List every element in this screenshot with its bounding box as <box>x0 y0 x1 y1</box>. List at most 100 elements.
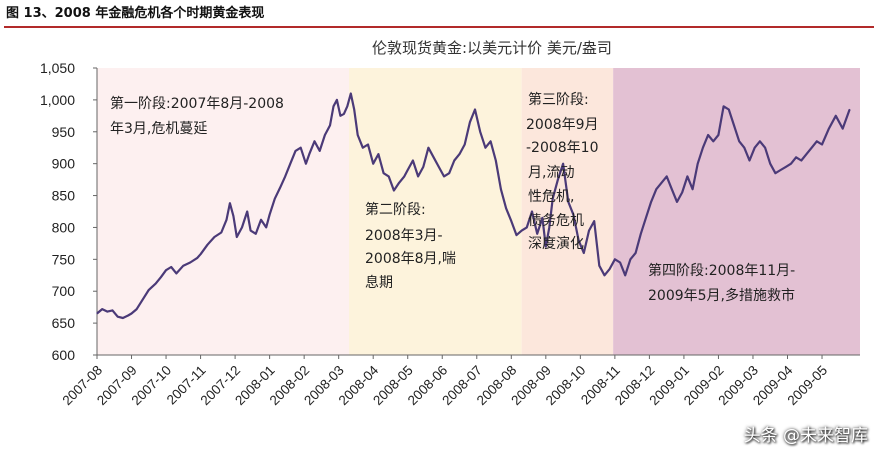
data-point <box>598 265 600 267</box>
phase-4-label: 第四阶段:2008年11月- 2009年5月,多措施救市 <box>648 262 800 304</box>
data-point <box>835 115 837 117</box>
data-point <box>453 159 455 162</box>
data-point <box>645 217 647 219</box>
watermark: 头条 @未来智库 <box>743 426 868 446</box>
data-point <box>122 317 124 319</box>
data-point <box>572 214 575 216</box>
data-point <box>170 266 172 268</box>
data-point <box>313 140 316 142</box>
data-point <box>790 163 792 165</box>
data-point <box>388 175 390 178</box>
data-point <box>265 226 267 229</box>
data-point <box>433 156 435 158</box>
y-tick-label: 900 <box>52 156 76 172</box>
data-point <box>769 163 771 165</box>
data-point <box>676 201 678 203</box>
data-point <box>336 99 338 101</box>
data-point <box>650 201 652 203</box>
data-point <box>588 230 590 232</box>
data-point <box>505 207 507 209</box>
data-point <box>246 210 248 213</box>
data-point <box>448 172 450 174</box>
data-point <box>427 147 430 149</box>
data-point <box>329 124 331 126</box>
data-point <box>350 92 352 95</box>
data-point <box>403 175 405 178</box>
data-point <box>821 143 823 146</box>
data-point <box>531 210 533 213</box>
data-point <box>269 214 271 216</box>
data-point <box>712 140 714 142</box>
data-point <box>681 191 683 193</box>
data-point <box>367 143 369 146</box>
data-point <box>805 153 808 155</box>
phase-1-annotation: 第一阶段:2007年8月-2008 年3月,危机蔓延 <box>110 95 284 137</box>
data-point <box>655 188 657 190</box>
data-point <box>474 108 476 111</box>
data-point <box>800 159 802 162</box>
data-point <box>666 175 668 178</box>
data-point <box>557 179 559 181</box>
data-point <box>702 147 704 149</box>
data-point <box>141 300 143 302</box>
y-tick-label: 800 <box>52 219 76 235</box>
data-point <box>545 245 547 248</box>
data-point <box>343 113 345 115</box>
data-point <box>738 140 740 142</box>
data-point <box>199 253 202 255</box>
data-point <box>634 252 637 254</box>
data-point <box>609 268 611 270</box>
data-point <box>526 226 528 229</box>
y-axis: 600 650 700 750 800 850 900 950 1,000 1,050 <box>40 60 98 363</box>
chart-title: 伦敦现货黄金:以美元计价 美元/盎司 <box>372 39 612 57</box>
phase-2-label: 第二阶段: 2008年3月- 2008年8月,喘 息期 <box>365 201 460 291</box>
data-point <box>332 105 335 107</box>
data-point <box>220 231 222 234</box>
data-point <box>357 134 359 136</box>
data-point <box>717 134 720 136</box>
data-point <box>372 163 374 165</box>
data-point <box>255 233 257 235</box>
data-point <box>828 127 830 130</box>
data-point <box>346 105 348 107</box>
data-point <box>393 189 395 192</box>
phase-2-annotation: 第二阶段: 2008年3月- 2008年8月,喘 息期 <box>365 201 460 291</box>
data-point <box>339 115 342 117</box>
data-point <box>464 143 466 146</box>
data-point <box>422 166 424 168</box>
data-point <box>117 316 119 318</box>
data-point <box>398 182 400 184</box>
data-point <box>458 153 461 155</box>
data-point <box>241 226 243 229</box>
data-point <box>196 257 198 259</box>
phase-band-2 <box>349 68 522 355</box>
data-point <box>728 108 730 111</box>
data-point <box>614 258 616 260</box>
y-tick-label: 700 <box>52 283 76 299</box>
data-point <box>774 172 777 174</box>
data-point <box>484 147 487 149</box>
data-point <box>578 239 580 241</box>
data-point <box>353 108 355 111</box>
data-point <box>849 108 851 111</box>
data-point <box>640 233 642 235</box>
data-point <box>165 269 167 271</box>
data-point <box>382 172 385 174</box>
data-point <box>213 236 215 238</box>
phase-3-annotation: 第三阶段: 2008年9月 -2008年10 月,流动 性危机, 债务危机 深度… <box>526 91 599 252</box>
data-point <box>842 127 844 130</box>
data-point <box>500 188 502 190</box>
data-point <box>417 175 419 178</box>
y-tick-label: 1,050 <box>40 60 75 76</box>
phase-band-4 <box>613 68 860 355</box>
data-point <box>743 147 745 149</box>
data-point <box>362 147 364 149</box>
data-point <box>308 153 310 155</box>
data-point <box>279 187 281 189</box>
data-point <box>811 147 813 149</box>
data-point <box>583 252 585 254</box>
figure-title: 图 13、2008 年金融危机各个时期黄金表现 <box>6 6 265 21</box>
data-point <box>619 261 621 264</box>
data-point <box>764 147 766 149</box>
